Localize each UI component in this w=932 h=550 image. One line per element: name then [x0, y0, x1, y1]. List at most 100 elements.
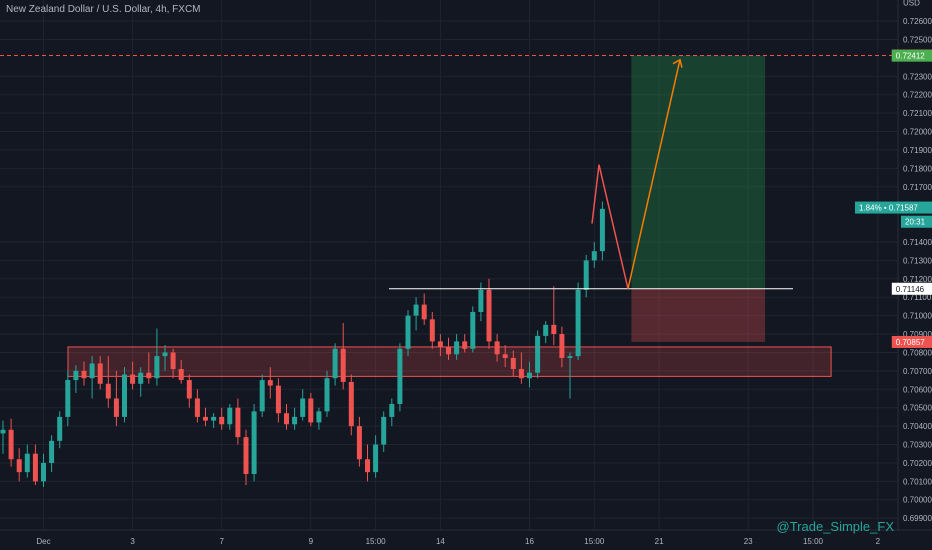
y-tick-label: 0.72200: [903, 91, 932, 100]
y-tick-label: 0.72600: [903, 17, 932, 26]
y-tick-label: 0.72500: [903, 35, 932, 44]
candle-body: [292, 416, 298, 425]
candle: [0, 420, 6, 454]
projection-path-down: [591, 164, 629, 289]
x-tick-label: 16: [525, 537, 534, 546]
y-tick-label: 0.71000: [903, 312, 932, 321]
candle: [316, 407, 322, 430]
candle-body: [308, 398, 314, 423]
candle-body: [24, 453, 30, 473]
candle: [113, 370, 119, 427]
candle-body: [49, 440, 55, 463]
candle-body: [8, 429, 14, 460]
candle: [413, 297, 419, 331]
x-tick-label: 15:00: [803, 537, 824, 546]
candle: [284, 404, 289, 430]
x-tick-label: 15:00: [366, 537, 387, 546]
candle: [324, 370, 330, 417]
chart-title: New Zealand Dollar / U.S. Dollar, 4h, FX…: [6, 4, 201, 15]
candle-body: [300, 398, 306, 417]
candle: [259, 374, 265, 417]
candle: [49, 435, 55, 473]
candle: [356, 416, 362, 467]
candle-body: [65, 380, 71, 417]
candle: [429, 311, 435, 349]
candle-body: [356, 426, 362, 460]
candle: [32, 444, 38, 486]
candle-body: [211, 416, 217, 421]
y-tick-label: 0.70500: [903, 404, 932, 413]
candle: [575, 282, 581, 360]
y-tick-label: 0.72100: [903, 109, 932, 118]
candle-body: [502, 354, 508, 358]
candle-body: [203, 416, 208, 421]
candle: [381, 411, 387, 452]
candle-body: [429, 319, 435, 342]
candle: [267, 367, 273, 399]
time-axis: Dec 3 7 9 15:00 14 16 15:00 21 23 15:00 2: [0, 529, 932, 546]
candle-body: [559, 334, 565, 358]
candle-body: [113, 398, 119, 417]
x-tick-label: 23: [744, 537, 753, 546]
candle: [194, 389, 200, 423]
price-label-bg: [855, 201, 932, 214]
candle: [219, 407, 225, 430]
candle: [154, 328, 160, 386]
price-label-bg: [891, 49, 932, 62]
candle-body: [267, 380, 273, 386]
price-label-text: 1.84% • 0.71587: [859, 204, 918, 213]
y-tick-label: 0.70000: [903, 496, 932, 505]
candle: [551, 286, 557, 346]
candle-body: [178, 369, 184, 381]
y-tick-label: 0.69900: [903, 514, 932, 523]
candle-body: [373, 444, 379, 473]
x-tick-label: 21: [655, 537, 664, 546]
price-label: 0.71146: [891, 282, 932, 295]
candle: [518, 352, 524, 384]
price-label-text: 0.72412: [896, 52, 925, 61]
candle-body: [599, 208, 605, 252]
candle-body: [324, 378, 330, 412]
y-tick-label: 0.71700: [903, 183, 932, 192]
candle: [16, 448, 22, 482]
candle: [178, 359, 184, 384]
candle-body: [348, 381, 354, 427]
candle-body: [462, 341, 468, 349]
candle: [186, 374, 192, 408]
candle: [251, 404, 257, 482]
projection-arrowhead: [672, 58, 683, 68]
y-tick-label: 0.71300: [903, 256, 932, 265]
candle-body: [130, 374, 136, 384]
candle: [105, 356, 111, 408]
grid-lines: [0, 0, 898, 530]
candle-body: [105, 383, 111, 399]
candle-body: [219, 416, 225, 425]
candle-body: [0, 429, 6, 434]
candle: [340, 322, 346, 390]
price-label-text: 20:31: [905, 218, 926, 227]
candle-body: [365, 459, 370, 473]
y-tick-label: 0.70800: [903, 348, 932, 357]
candle-body: [227, 407, 233, 425]
y-tick-label: 0.70200: [903, 459, 932, 468]
candle-body: [543, 324, 549, 336]
candle-body: [275, 385, 281, 414]
candle-body: [421, 304, 427, 320]
candle: [41, 453, 46, 487]
candle: [130, 361, 136, 390]
candle-body: [32, 453, 38, 482]
candle-body: [340, 348, 346, 382]
candle: [421, 293, 427, 325]
candle-body: [186, 380, 192, 399]
x-tick-label: 9: [309, 537, 314, 546]
candle-body: [284, 413, 289, 425]
candle: [583, 254, 589, 298]
price-label-text: 0.70857: [896, 338, 925, 347]
candle: [446, 337, 451, 360]
candle: [275, 378, 281, 423]
candle: [146, 352, 152, 384]
candle: [502, 345, 508, 368]
candle: [454, 334, 460, 360]
